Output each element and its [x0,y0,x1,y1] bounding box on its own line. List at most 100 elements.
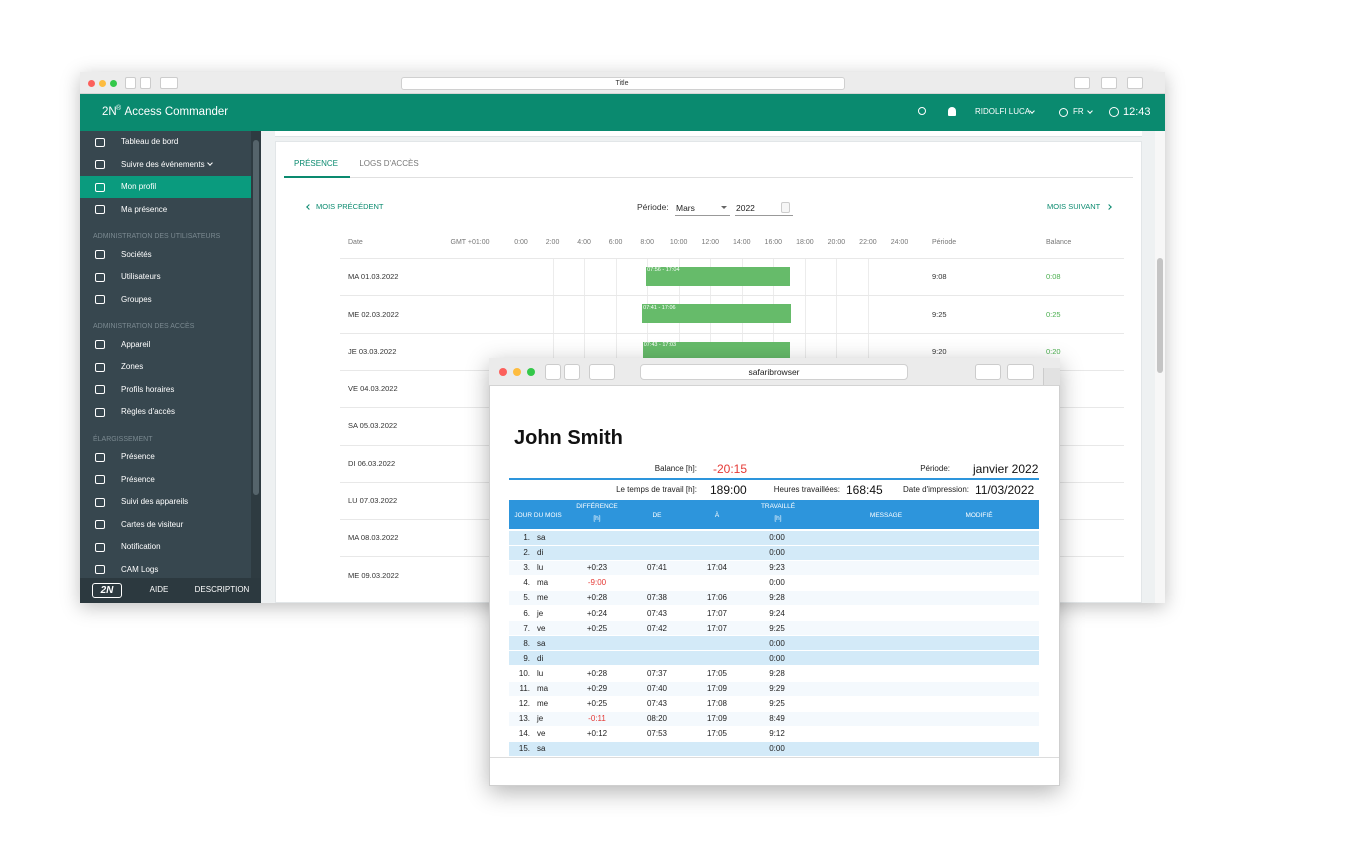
time-worked: 0:00 [769,653,785,663]
active-menu-item [80,176,251,198]
day-name: je [537,714,544,724]
menu-icon [95,407,105,417]
menu-item[interactable]: Profils horaires [121,384,175,394]
day-name: sa [537,744,546,754]
new-tab-button[interactable] [1043,368,1060,385]
summary-value: 189:00 [710,482,747,497]
report-row [509,681,1039,697]
month-select[interactable]: Mars [676,202,695,213]
hour-label: 6:00 [608,239,623,246]
day-name: di [537,653,544,663]
row-date: ME 09.03.2022 [348,570,399,580]
menu-item[interactable]: Suivre des événements [121,159,205,169]
time-from: 08:20 [646,714,668,724]
forward-button[interactable] [564,364,580,380]
menu-icon [95,272,105,282]
row-period: 9:20 [932,346,947,356]
tab[interactable]: PRÉSENCE [293,159,338,168]
app-header [80,94,1165,131]
footer-link[interactable]: DESCRIPTION [194,585,250,594]
menu-item[interactable]: Appareil [121,339,151,349]
hour-label: 20:00 [827,239,846,246]
difference: -9:00 [587,578,607,588]
back-button[interactable] [125,77,136,89]
user-menu[interactable]: RIDOLFI LUCA [975,107,1031,116]
report-column-header: TRAVAILLÉ [760,502,796,510]
time-from: 07:38 [646,593,668,603]
day-number: 6. [523,608,530,618]
menu-item[interactable]: Notification [121,542,161,551]
menu-icon [95,340,105,349]
clock-icon [1109,107,1119,117]
difference: +0:25 [586,699,608,709]
day-name: sa [537,533,546,542]
day-name: ma [537,578,549,588]
language-menu[interactable]: FR [1073,107,1084,116]
day-number: 14. [518,729,530,739]
menu-icon [95,565,105,574]
menu-icon [95,182,105,192]
previous-month[interactable]: MOIS PRÉCÉDENT [316,202,384,212]
tabs-button[interactable] [1007,364,1034,380]
sidebar-toggle[interactable] [589,364,615,380]
difference: +0:28 [586,593,608,603]
tabs-button[interactable] [1127,77,1143,89]
summary-label: Heures travaillées: [773,484,840,494]
menu-item[interactable]: Sociétés [121,249,152,259]
year-input[interactable]: 2022 [736,202,755,213]
report-column-header: À [714,511,720,519]
time-worked: 0:00 [769,548,785,558]
forward-button[interactable] [140,77,151,89]
menu-item[interactable]: Ma présence [121,204,168,214]
menu-item[interactable]: Tableau de bord [121,137,179,146]
close-button [87,79,95,87]
report-row [509,560,1039,576]
menu-item[interactable]: Suivi des appareils [121,497,189,506]
notifications-icon[interactable] [948,107,956,116]
tab-button[interactable] [1074,77,1090,89]
menu-item[interactable]: Règles d'accès [121,407,175,416]
globe-icon [1059,108,1068,117]
share-button[interactable] [1101,77,1117,89]
menu-item[interactable]: Présence [121,452,155,461]
row-divider [340,332,1124,334]
sidebar-heading: ÉLARGISSEMENT [93,435,153,443]
difference: +0:29 [586,684,608,693]
row-period: 9:25 [932,309,947,319]
menu-item[interactable]: Cartes de visiteur [121,519,184,529]
menu-item[interactable]: Présence [121,474,155,484]
tab[interactable]: LOGS D'ACCÈS [359,159,419,168]
share-button[interactable] [975,364,1001,380]
day-name: ma [537,684,549,693]
time-worked: 9:12 [769,729,785,739]
day-number: 13. [518,714,530,724]
menu-item[interactable]: Groupes [121,294,152,304]
menu-icon [95,475,105,484]
menu-icon [95,452,105,462]
previous-card [275,131,1142,137]
report-row [509,545,1039,561]
menu-item[interactable]: CAM Logs [121,564,159,574]
hour-label: 2:00 [545,239,560,246]
time-to: 17:05 [706,668,728,678]
presence-bar [642,304,791,324]
sidebar-toggle[interactable] [160,77,178,89]
menu-item[interactable]: Mon profil [121,182,157,191]
footer-link[interactable]: AIDE [149,585,169,594]
hour-label: 18:00 [796,239,814,246]
day-name: lu [537,563,544,573]
next-month[interactable]: MOIS SUIVANT [1047,202,1101,212]
difference: +0:23 [586,563,608,573]
year-spinner [781,202,790,213]
back-button[interactable] [545,364,561,380]
menu-item[interactable]: Zones [121,362,144,371]
address: safaribrowser [748,367,800,378]
summary-value: -20:15 [713,462,748,476]
report-column-header: DIFFÉRENCE [576,502,618,510]
day-name: me [537,699,549,709]
search-icon[interactable] [918,107,926,115]
day-number: 5. [523,593,530,603]
menu-item[interactable]: Utilisateurs [121,272,161,281]
difference: +0:12 [586,729,608,739]
report-row [509,726,1039,742]
